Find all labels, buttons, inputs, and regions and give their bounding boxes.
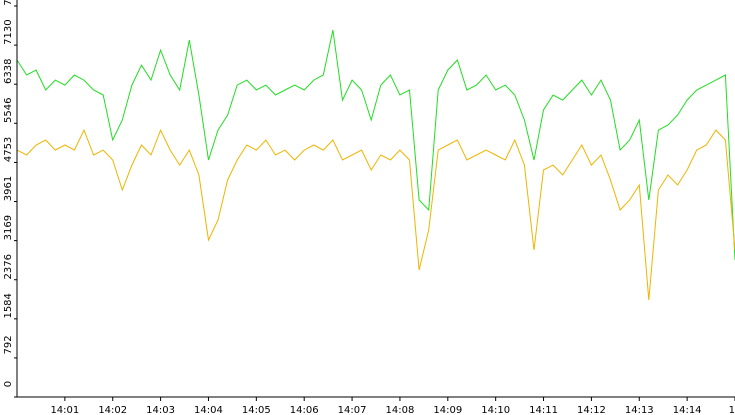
y-tick-label: 2376 [3,254,14,279]
x-tick-label: 14 [729,405,735,415]
y-tick-label: 7130 [3,19,14,44]
x-tick-label: 14:12 [577,405,606,415]
x-tick-label: 14:14 [673,405,702,415]
y-tick-label: 5546 [3,98,14,123]
x-tick-label: 14:03 [146,405,175,415]
x-tick-label: 14:05 [242,405,271,415]
y-tick-label: 0 [3,381,14,387]
x-tick-label: 14:06 [290,405,319,415]
y-tick-label: 4753 [3,137,14,162]
x-tick-label: 14:04 [194,405,223,415]
y-tick-label: 6338 [3,58,14,83]
x-tick-label: 14:02 [98,405,127,415]
x-tick-label: 14:09 [433,405,462,415]
series-line [16,128,735,301]
x-tick-label: 14:10 [481,405,510,415]
series-line [16,29,735,261]
y-tick-label: 792 [3,335,14,354]
x-tick-label: 14:11 [529,405,558,415]
x-tick-label: 14:07 [338,405,367,415]
x-tick-label: 14:01 [50,405,79,415]
y-tick-label: 7923 [3,0,14,6]
y-tick-label: 3169 [3,215,14,240]
x-tick-label: 14:13 [625,405,654,415]
y-tick-label: 1584 [3,293,14,318]
y-tick-label: 3961 [3,176,14,201]
x-tick-label: 14:08 [386,405,415,415]
